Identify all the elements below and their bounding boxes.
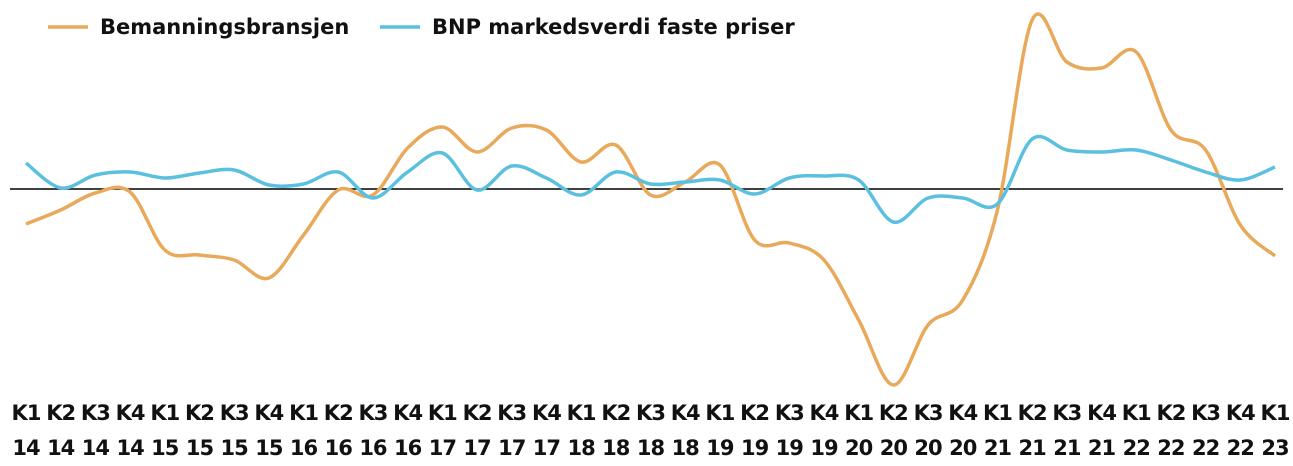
x-tick-label: K1 21	[982, 401, 1013, 460]
x-tick-label: K2 22	[1156, 401, 1186, 460]
x-tick-label: K2 14	[46, 401, 76, 460]
x-tick-label: K3 20	[913, 401, 944, 460]
x-tick-label: K2 17	[462, 401, 493, 460]
x-tick-label: K1 15	[150, 401, 180, 460]
x-tick-label: K4 20	[948, 401, 978, 460]
chart: Bemanningsbransjen BNP markedsverdi faste…	[10, 12, 1283, 387]
x-tick-label: K3 15	[219, 401, 250, 460]
x-tick-label: K2 16	[323, 401, 354, 460]
x-tick-label: K4 21	[1087, 401, 1117, 460]
x-tick-label: K3 21	[1052, 401, 1082, 460]
x-tick-label: K1 19	[705, 401, 735, 460]
x-tick-label: K4 15	[254, 401, 284, 460]
x-tick-label: K2 18	[601, 401, 631, 460]
x-tick-label: K4 18	[670, 401, 701, 460]
x-tick-label: K2 21	[1017, 401, 1048, 460]
x-tick-label: K3 17	[497, 401, 527, 460]
x-tick-label: K1 16	[289, 401, 319, 460]
x-tick-label: K1 14	[11, 401, 42, 460]
x-tick-label: K1 23	[1260, 401, 1291, 460]
legend-label: BNP markedsverdi faste priser	[432, 15, 795, 39]
legend-label: Bemanningsbransjen	[100, 15, 349, 39]
x-tick-label: K4 22	[1225, 401, 1256, 460]
x-tick-label: K1 22	[1121, 401, 1152, 460]
x-tick-label: K3 16	[358, 401, 388, 460]
x-tick-label: K4 16	[393, 401, 423, 460]
x-tick-label: K2 19	[740, 401, 770, 460]
x-tick-label: K2 15	[185, 401, 215, 460]
line	[25, 12, 1277, 387]
x-tick-label: K3 22	[1191, 401, 1221, 460]
line	[24, 134, 1276, 224]
x-tick-label: K4 19	[809, 401, 840, 460]
x-tick-label: K4 14	[115, 401, 146, 460]
x-tick-label: K4 17	[531, 401, 562, 460]
x-tick-label: K3 18	[636, 401, 666, 460]
x-tick-label: K1 20	[844, 401, 874, 460]
x-tick-label: K2 20	[878, 401, 909, 460]
x-tick-label: K1 18	[566, 401, 597, 460]
x-tick-label: K3 14	[80, 401, 111, 460]
x-tick-label: K1 17	[427, 401, 458, 460]
x-tick-label: K3 19	[774, 401, 805, 460]
